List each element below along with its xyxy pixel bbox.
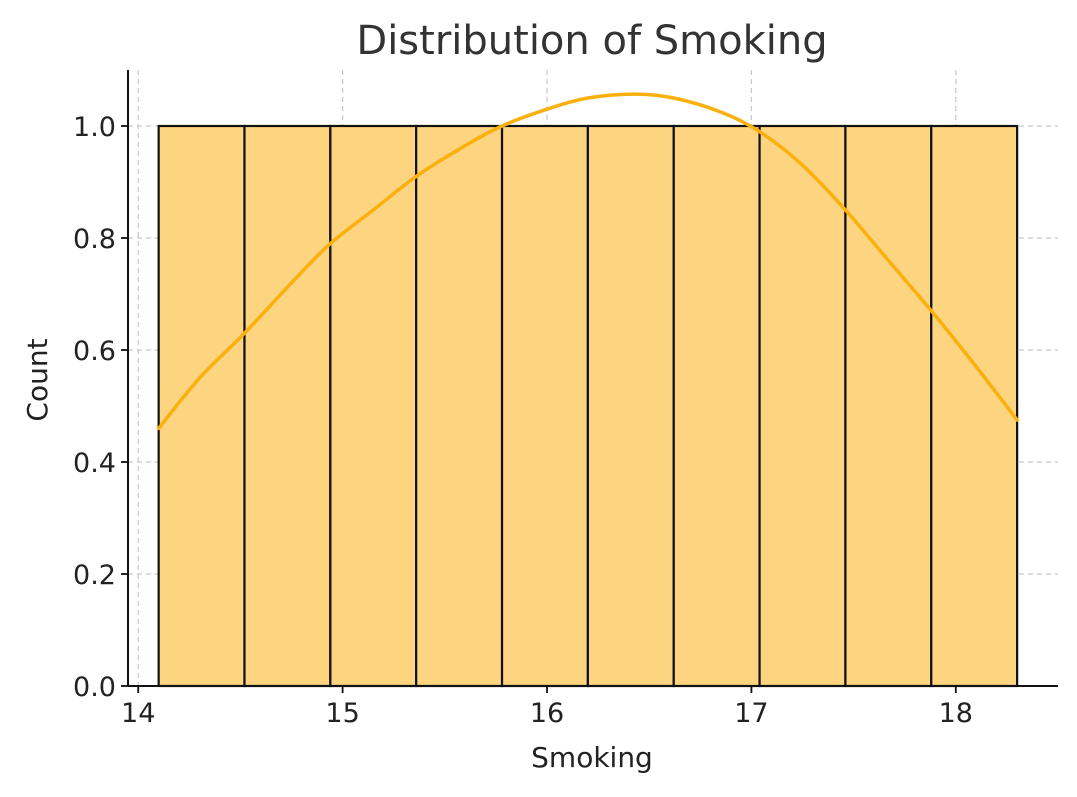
histogram-bar <box>672 124 761 688</box>
x-tick-label: 18 <box>939 698 973 729</box>
histogram-bar <box>930 124 1019 688</box>
x-tick-label: 14 <box>121 698 155 729</box>
axes <box>127 70 1058 687</box>
histogram-bar <box>500 124 589 688</box>
histogram-bar <box>243 124 332 688</box>
x-axis-label: Smoking <box>531 741 653 774</box>
y-axis-label: Count <box>21 338 54 421</box>
y-tick-label: 0.2 <box>73 560 116 591</box>
y-axis-ticks: 0.0 0.2 0.4 0.6 0.8 1.0 <box>73 112 128 703</box>
y-tick-label: 0.0 <box>73 672 116 703</box>
x-tick-label: 17 <box>734 698 768 729</box>
histogram-bar <box>844 124 933 688</box>
histogram-bar <box>758 124 847 688</box>
histogram-bars <box>157 124 1019 688</box>
histogram-bar <box>586 124 675 688</box>
histogram-bar <box>415 124 504 688</box>
x-tick-label: 15 <box>325 698 359 729</box>
histogram-bar <box>157 124 246 688</box>
y-tick-label: 0.8 <box>73 224 116 255</box>
kde-line <box>156 92 1019 431</box>
y-tick-label: 0.6 <box>73 336 116 367</box>
x-axis-ticks: 14 15 16 17 18 <box>121 686 973 729</box>
y-tick-label: 1.0 <box>73 112 116 143</box>
chart-title: Distribution of Smoking <box>356 18 827 64</box>
x-tick-label: 16 <box>530 698 564 729</box>
kde-curve-group <box>156 92 1019 431</box>
y-tick-label: 0.4 <box>73 448 116 479</box>
